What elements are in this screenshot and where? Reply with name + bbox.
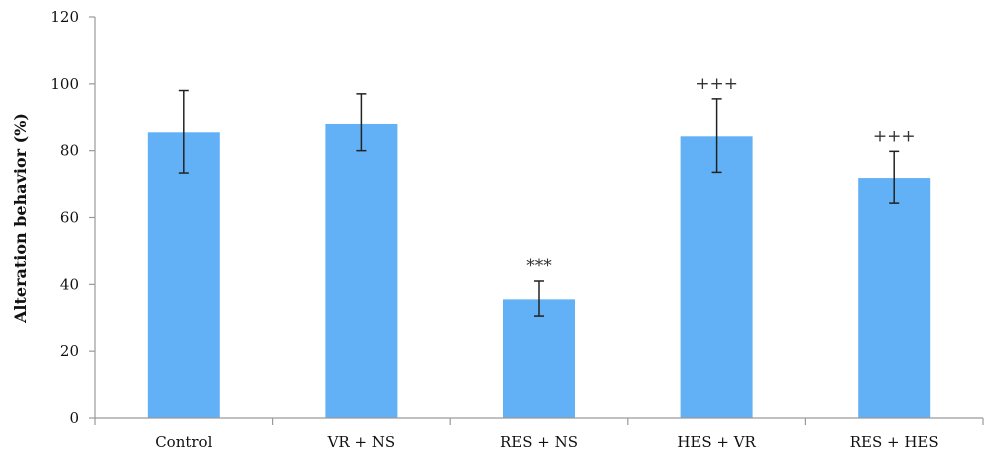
y-tick-label: 80	[60, 142, 79, 160]
x-axis-labels: Control VR + NS RES + NS HES + VR RES + HES	[155, 433, 938, 451]
significance-marker: +++	[695, 74, 738, 94]
significance-marker: ***	[526, 256, 552, 276]
y-tick-label: 40	[60, 275, 79, 293]
error-bars	[178, 89, 900, 317]
category-label: RES + NS	[500, 433, 578, 451]
y-tick-label: 60	[60, 209, 79, 227]
category-label: RES + HES	[850, 433, 939, 451]
y-tick-label: 0	[69, 409, 79, 427]
bar	[325, 123, 398, 418]
y-axis-label: Alteration behavior (%)	[11, 113, 30, 324]
category-label: HES + VR	[677, 433, 756, 451]
significance-annotations: *** +++ +++	[526, 74, 915, 276]
category-label: Control	[155, 433, 212, 451]
category-label: VR + NS	[327, 433, 396, 451]
bar	[680, 136, 753, 419]
y-tick-label: 100	[50, 75, 79, 93]
y-tick-label: 20	[60, 342, 79, 360]
y-axis-ticks: 0 20 40 60 80 100 120	[50, 8, 95, 427]
bar	[503, 299, 575, 418]
bar	[147, 132, 220, 418]
bar	[858, 178, 931, 418]
x-axis-ticks	[94, 418, 984, 425]
bars	[147, 123, 931, 419]
y-tick-label: 120	[50, 8, 79, 26]
significance-marker: +++	[873, 126, 916, 146]
